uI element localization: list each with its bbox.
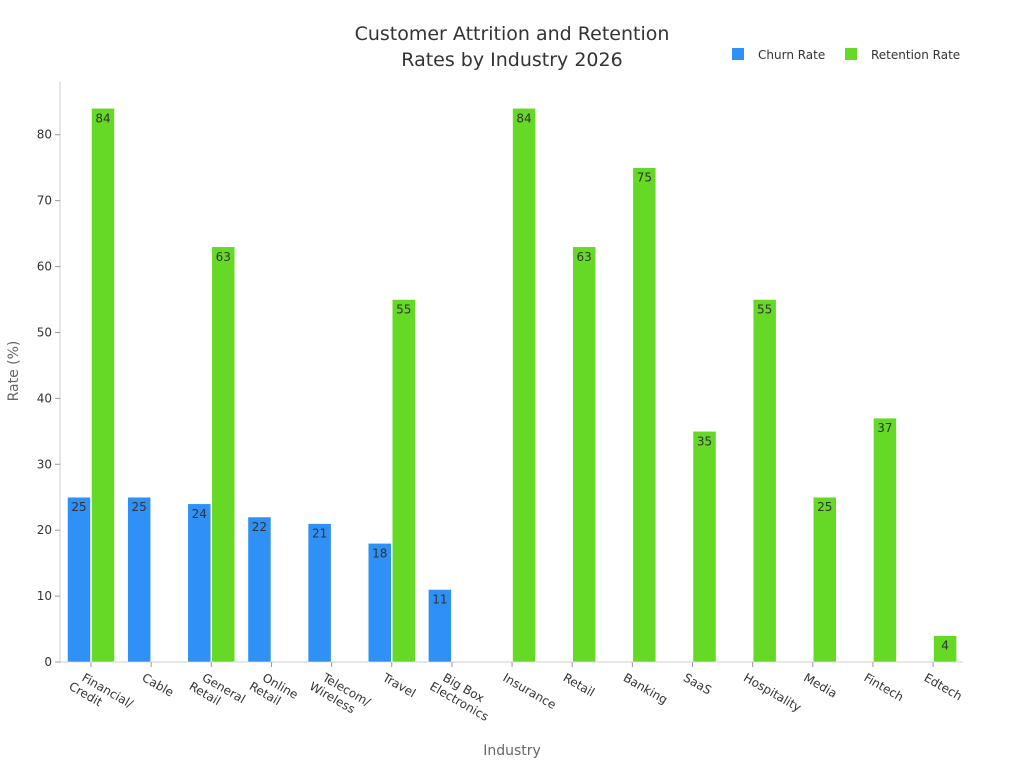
legend-label-retention: Retention Rate xyxy=(871,48,960,62)
bar-retention-rate[interactable] xyxy=(392,299,416,663)
bar-retention-rate[interactable] xyxy=(632,167,657,663)
chart-title-line-2: Rates by Industry 2026 xyxy=(401,49,622,71)
data-label-retention: 84 xyxy=(516,111,531,125)
data-label-retention: 55 xyxy=(396,303,411,317)
bar-churn-rate[interactable] xyxy=(368,543,392,663)
bar-retention-rate[interactable] xyxy=(692,431,717,663)
bar-retention-rate[interactable] xyxy=(752,299,777,663)
bar-churn-rate[interactable] xyxy=(247,516,272,663)
chart-title-line-1: Customer Attrition and Retention xyxy=(355,23,670,45)
legend-label-churn: Churn Rate xyxy=(758,48,825,62)
x-tick-label: Insurance xyxy=(501,670,559,712)
x-tick-label: Big BoxElectronics xyxy=(427,667,498,724)
bar-retention-rate[interactable] xyxy=(933,635,957,663)
data-label-churn: 22 xyxy=(252,520,267,534)
x-tick-label: Telecom/Wireless xyxy=(307,667,374,722)
y-tick-label: 60 xyxy=(37,260,52,274)
legend-swatch-churn xyxy=(732,48,744,60)
data-label-churn: 18 xyxy=(372,546,387,560)
legend-swatch-retention xyxy=(845,48,857,60)
y-tick-label: 10 xyxy=(37,589,52,603)
y-tick-label: 40 xyxy=(37,391,52,405)
bar-retention-rate[interactable] xyxy=(813,496,837,663)
data-label-churn: 24 xyxy=(192,507,207,521)
x-tick-label-line: Retail xyxy=(561,670,597,699)
bar-retention-rate[interactable] xyxy=(512,108,536,663)
data-label-retention: 35 xyxy=(697,434,712,448)
x-tick-label: Edtech xyxy=(922,670,965,703)
bar-retention-rate[interactable] xyxy=(873,417,897,663)
x-tick-label: Media xyxy=(801,670,839,700)
data-label-retention: 37 xyxy=(877,421,892,435)
data-label-retention: 75 xyxy=(637,171,652,185)
x-axis-label: Industry xyxy=(483,743,541,759)
x-tick-label: Hospitality xyxy=(741,670,804,714)
bar-retention-rate[interactable] xyxy=(211,246,236,663)
data-label-retention: 55 xyxy=(757,303,772,317)
y-tick-label: 80 xyxy=(37,128,52,142)
y-axis-label: Rate (%) xyxy=(6,341,22,402)
data-label-retention: 84 xyxy=(95,111,110,125)
x-tick-label-line: Edtech xyxy=(922,670,965,703)
x-tick-label-line: Banking xyxy=(621,670,670,706)
x-tick-label-line: Media xyxy=(801,670,839,700)
y-tick-label: 70 xyxy=(37,194,52,208)
x-tick-label: Retail xyxy=(561,670,597,699)
data-label-retention: 25 xyxy=(817,500,832,514)
legend: Churn Rate Retention Rate xyxy=(732,48,960,62)
bar-churn-rate[interactable] xyxy=(428,589,452,663)
data-label-retention: 4 xyxy=(941,639,949,653)
data-label-churn: 25 xyxy=(71,500,86,514)
x-tick-label: GeneralRetail xyxy=(187,667,248,718)
data-label-retention: 63 xyxy=(577,250,592,264)
y-tick-label: 0 xyxy=(44,655,52,669)
chart-title: Customer Attrition and Retention Rates b… xyxy=(355,23,670,71)
x-tick-label-line: SaaS xyxy=(681,670,714,697)
x-tick-label: Fintech xyxy=(861,670,905,704)
data-label-churn: 11 xyxy=(432,593,447,607)
y-tick-label: 50 xyxy=(37,325,52,339)
y-tick-label: 30 xyxy=(37,457,52,471)
plot-area: 0 10 20 30 40 50 60 70 80 25 84 Financial/Credit 25 C… xyxy=(37,82,965,724)
y-tick-label: 20 xyxy=(37,523,52,537)
x-tick-label: SaaS xyxy=(681,670,714,697)
x-tick-label-line: Fintech xyxy=(861,670,905,704)
bar-retention-rate[interactable] xyxy=(572,246,596,663)
x-tick-label: Banking xyxy=(621,670,670,706)
bar-churn-rate[interactable] xyxy=(307,523,332,663)
x-tick-label: Cable xyxy=(140,670,177,699)
bar-churn-rate[interactable] xyxy=(127,496,151,663)
x-tick-label-line: Cable xyxy=(140,670,177,699)
data-label-churn: 25 xyxy=(132,500,147,514)
x-tick-label-line: Travel xyxy=(379,670,418,700)
data-label-churn: 21 xyxy=(312,527,327,541)
x-tick-label-line: Hospitality xyxy=(741,670,804,714)
bar-retention-rate[interactable] xyxy=(91,108,115,663)
x-tick-label: Travel xyxy=(379,670,418,700)
x-tick-label-line: Insurance xyxy=(501,670,559,712)
data-label-retention: 63 xyxy=(216,250,231,264)
x-tick-label: Financial/Credit xyxy=(66,667,136,724)
bar-churn-rate[interactable] xyxy=(187,503,212,663)
bar-churn-rate[interactable] xyxy=(67,496,91,663)
x-tick-label: OnlineRetail xyxy=(247,667,301,714)
